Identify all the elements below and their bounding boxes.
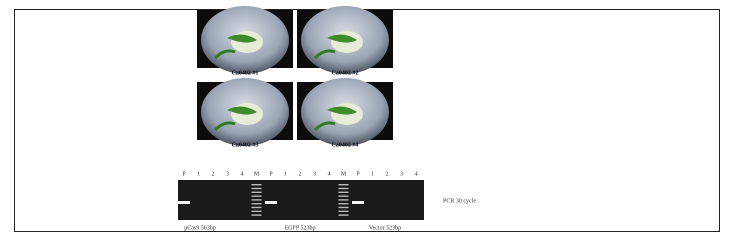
gel-note: PCR 30 cycle bbox=[443, 198, 476, 204]
ladder-band bbox=[338, 206, 349, 209]
ladder-band bbox=[251, 210, 262, 212]
lane-label: M bbox=[254, 171, 260, 177]
leaf bbox=[213, 121, 236, 132]
lane-label: 2 bbox=[299, 171, 302, 177]
ladder-band bbox=[338, 187, 349, 190]
photo-label: Ca0402 #4 bbox=[332, 142, 359, 148]
leaf bbox=[313, 121, 336, 132]
ladder-band bbox=[251, 187, 262, 190]
frame bbox=[14, 9, 720, 232]
page: Ca0402 #1 Ca0402 #2 Ca0402 #3 Ca0402 #4 P 1 2… bbox=[14, 6, 720, 232]
lane-label: 3 bbox=[226, 171, 229, 177]
lane-label: P bbox=[269, 171, 273, 177]
gel-caption: Vector 523bp bbox=[369, 225, 401, 231]
ladder-band bbox=[338, 199, 349, 201]
ladder-band bbox=[338, 214, 349, 216]
figure: Ca0402 #1 Ca0402 #2 Ca0402 #3 Ca0402 #4 P 1 2… bbox=[14, 6, 720, 232]
shoot bbox=[327, 106, 357, 115]
ladder-band bbox=[338, 184, 349, 186]
band bbox=[352, 201, 364, 204]
photo-label: Ca0402 #2 bbox=[332, 70, 359, 76]
lane-label: 2 bbox=[386, 171, 389, 177]
band bbox=[265, 201, 277, 204]
leaf bbox=[313, 49, 336, 60]
shoot bbox=[227, 34, 257, 43]
ladder-band bbox=[251, 206, 262, 209]
shoot bbox=[227, 106, 257, 115]
ladder-band bbox=[338, 191, 349, 193]
ladder-band bbox=[251, 191, 262, 193]
lane-label: 4 bbox=[241, 171, 244, 177]
lane-label: 3 bbox=[400, 171, 403, 177]
ladder-band bbox=[338, 203, 349, 205]
gel-image bbox=[178, 180, 424, 220]
ladder-band bbox=[251, 214, 262, 216]
lane-label: 1 bbox=[197, 171, 200, 177]
photos: Ca0402 #1 Ca0402 #2 Ca0402 #3 Ca0402 #4 bbox=[197, 6, 393, 148]
leaf bbox=[213, 49, 236, 60]
ladder-band bbox=[251, 184, 262, 186]
gel-caption: pCas9 563bp bbox=[184, 225, 216, 231]
lane-label: 1 bbox=[371, 171, 374, 177]
ladder-band bbox=[338, 210, 349, 212]
ladder-band bbox=[251, 203, 262, 205]
ladder-band bbox=[251, 195, 262, 197]
lane-label: P bbox=[182, 171, 186, 177]
band bbox=[178, 201, 190, 204]
gel: P 1 2 3 4 M P 1 2 3 4 M P 1 2 3 4 pCas9 563bp EGFP 523bp Ve… bbox=[178, 171, 418, 231]
photo-label: Ca0402 #1 bbox=[232, 70, 259, 76]
lane-label: 4 bbox=[415, 171, 418, 177]
lane-label: 4 bbox=[328, 171, 331, 177]
gel-caption: EGFP 523bp bbox=[285, 225, 316, 231]
lane-label: P bbox=[356, 171, 360, 177]
photo-label: Ca0402 #3 bbox=[232, 142, 259, 148]
ladder-band bbox=[338, 195, 349, 197]
lane-label: 3 bbox=[313, 171, 316, 177]
lane-label: M bbox=[341, 171, 347, 177]
ladder-band bbox=[251, 199, 262, 201]
lane-label: 2 bbox=[212, 171, 215, 177]
lane-label: 1 bbox=[284, 171, 287, 177]
shoot bbox=[327, 34, 357, 43]
